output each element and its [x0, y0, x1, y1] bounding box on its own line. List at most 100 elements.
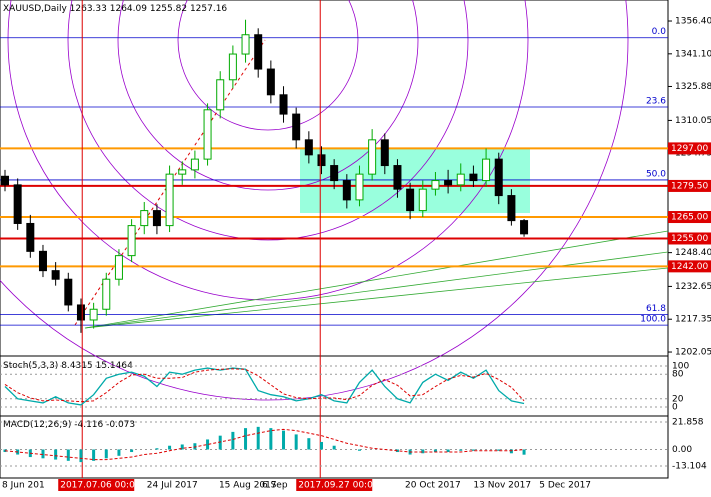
macd-bar — [294, 434, 298, 450]
candle-body — [13, 184, 22, 224]
macd-bar — [459, 449, 463, 451]
candle-body — [330, 165, 339, 182]
macd-bar — [421, 449, 425, 454]
macd-bar — [244, 428, 248, 450]
fib-label: 61.8 — [646, 304, 666, 314]
macd-bar — [509, 449, 513, 454]
macd-bar — [433, 449, 437, 453]
candle-body — [228, 53, 237, 81]
x-tick-label: 13 Nov 2017 — [473, 481, 531, 491]
macd-bar — [231, 431, 235, 450]
level-label: 1297.00 — [671, 144, 708, 154]
x-tick-label: 20 Oct 2017 — [405, 481, 461, 491]
macd-bar — [218, 435, 222, 450]
candle-body — [456, 173, 465, 186]
y-tick-label: 1248.40 — [675, 248, 711, 258]
candle-body — [380, 139, 389, 167]
y-tick-label: 1341.10 — [675, 49, 711, 59]
macd-bar — [92, 449, 96, 461]
candle-body — [342, 180, 351, 201]
candle-body — [102, 278, 111, 310]
candle-body — [304, 139, 313, 156]
candle-body — [51, 270, 60, 280]
time-box — [58, 479, 135, 491]
candle-body — [190, 158, 199, 171]
level-label: 1279.50 — [671, 181, 708, 191]
candle-body — [482, 158, 491, 182]
macd-bar — [180, 444, 184, 450]
candle-body — [254, 34, 263, 70]
macd-bar — [155, 448, 159, 450]
macd-bar — [206, 439, 210, 450]
y-tick-label: 1217.35 — [675, 315, 711, 325]
y-tick-label: 0 — [672, 403, 678, 413]
candle-body — [393, 165, 402, 190]
macd-bar — [193, 443, 197, 450]
candle-body — [368, 139, 377, 175]
y-tick-label: 1202.05 — [675, 348, 711, 358]
candle-body — [1, 175, 9, 186]
macd-bar — [497, 449, 501, 451]
candle-body — [520, 220, 529, 235]
y-tick-label: 20 — [672, 394, 684, 404]
fib-label: 23.6 — [646, 97, 666, 107]
candle-body — [418, 188, 427, 212]
candle-body — [279, 94, 288, 115]
header: XAUUSD,Daily 1263.33 1264.09 1255.82 125… — [3, 4, 227, 14]
x-tick-label: 8 Jun 201 — [2, 481, 45, 491]
candle-body — [355, 173, 364, 201]
macd-bar — [357, 449, 361, 451]
fib-label: 0.0 — [652, 27, 667, 37]
candle-body — [292, 113, 301, 141]
macd-bar — [332, 445, 336, 450]
candle-body — [507, 195, 516, 222]
candle-body — [89, 308, 98, 321]
candle-body — [469, 173, 478, 182]
x-tick-label: 15 Aug 2017 — [219, 481, 277, 491]
fib-label: 50.0 — [646, 169, 666, 179]
candle-body — [26, 222, 35, 252]
level-box — [668, 179, 711, 192]
macd-bar — [79, 449, 83, 463]
candle-body — [494, 158, 503, 197]
y-tick-label: 1310.05 — [675, 116, 711, 126]
macd-header: MACD(12,26,9) -4.116 -0.073 — [3, 420, 135, 430]
level-label: 1242.00 — [671, 262, 708, 272]
level-box — [668, 211, 711, 224]
fib-arcs — [0, 0, 629, 401]
y-tick-label: -13.104 — [672, 462, 707, 472]
candle-body — [266, 68, 275, 96]
candle-body — [203, 109, 212, 160]
y-tick-label: 1232.65 — [675, 282, 711, 292]
macd-bar — [256, 426, 260, 450]
x-tick-label: 2017.07.06 00:00 — [60, 481, 141, 491]
candle-body — [241, 34, 250, 55]
level-label: 1265.00 — [671, 213, 708, 223]
y-tick-label: 80 — [672, 370, 684, 380]
signal-line — [4, 428, 525, 461]
macd-bar — [471, 449, 475, 451]
candle-body — [431, 180, 440, 190]
macd-bar — [307, 438, 311, 450]
x-tick-label: 6 Sep — [262, 481, 288, 491]
macd-bar — [130, 449, 134, 453]
signal-line — [4, 368, 525, 403]
macd-bar — [168, 445, 172, 450]
candle-body — [152, 210, 161, 227]
x-tick-label: 5 Dec 2017 — [539, 481, 591, 491]
macd-bar — [117, 449, 121, 456]
time-box — [296, 479, 373, 491]
macd-bar — [66, 449, 70, 461]
fan-lines — [84, 230, 669, 329]
macd-bar — [395, 449, 399, 453]
x-tick-label: 2017.09.27 00:00 — [298, 481, 379, 491]
level-box — [668, 260, 711, 273]
macd-bar — [41, 449, 45, 459]
x-tick-label: 24 Jul 2017 — [147, 481, 198, 491]
macd-bar — [104, 449, 108, 459]
stoch-line — [4, 367, 525, 406]
candle-body — [178, 169, 187, 175]
macd-bar — [522, 449, 526, 455]
y-tick-label: 1356.40 — [675, 17, 711, 27]
candle-body — [114, 255, 123, 280]
